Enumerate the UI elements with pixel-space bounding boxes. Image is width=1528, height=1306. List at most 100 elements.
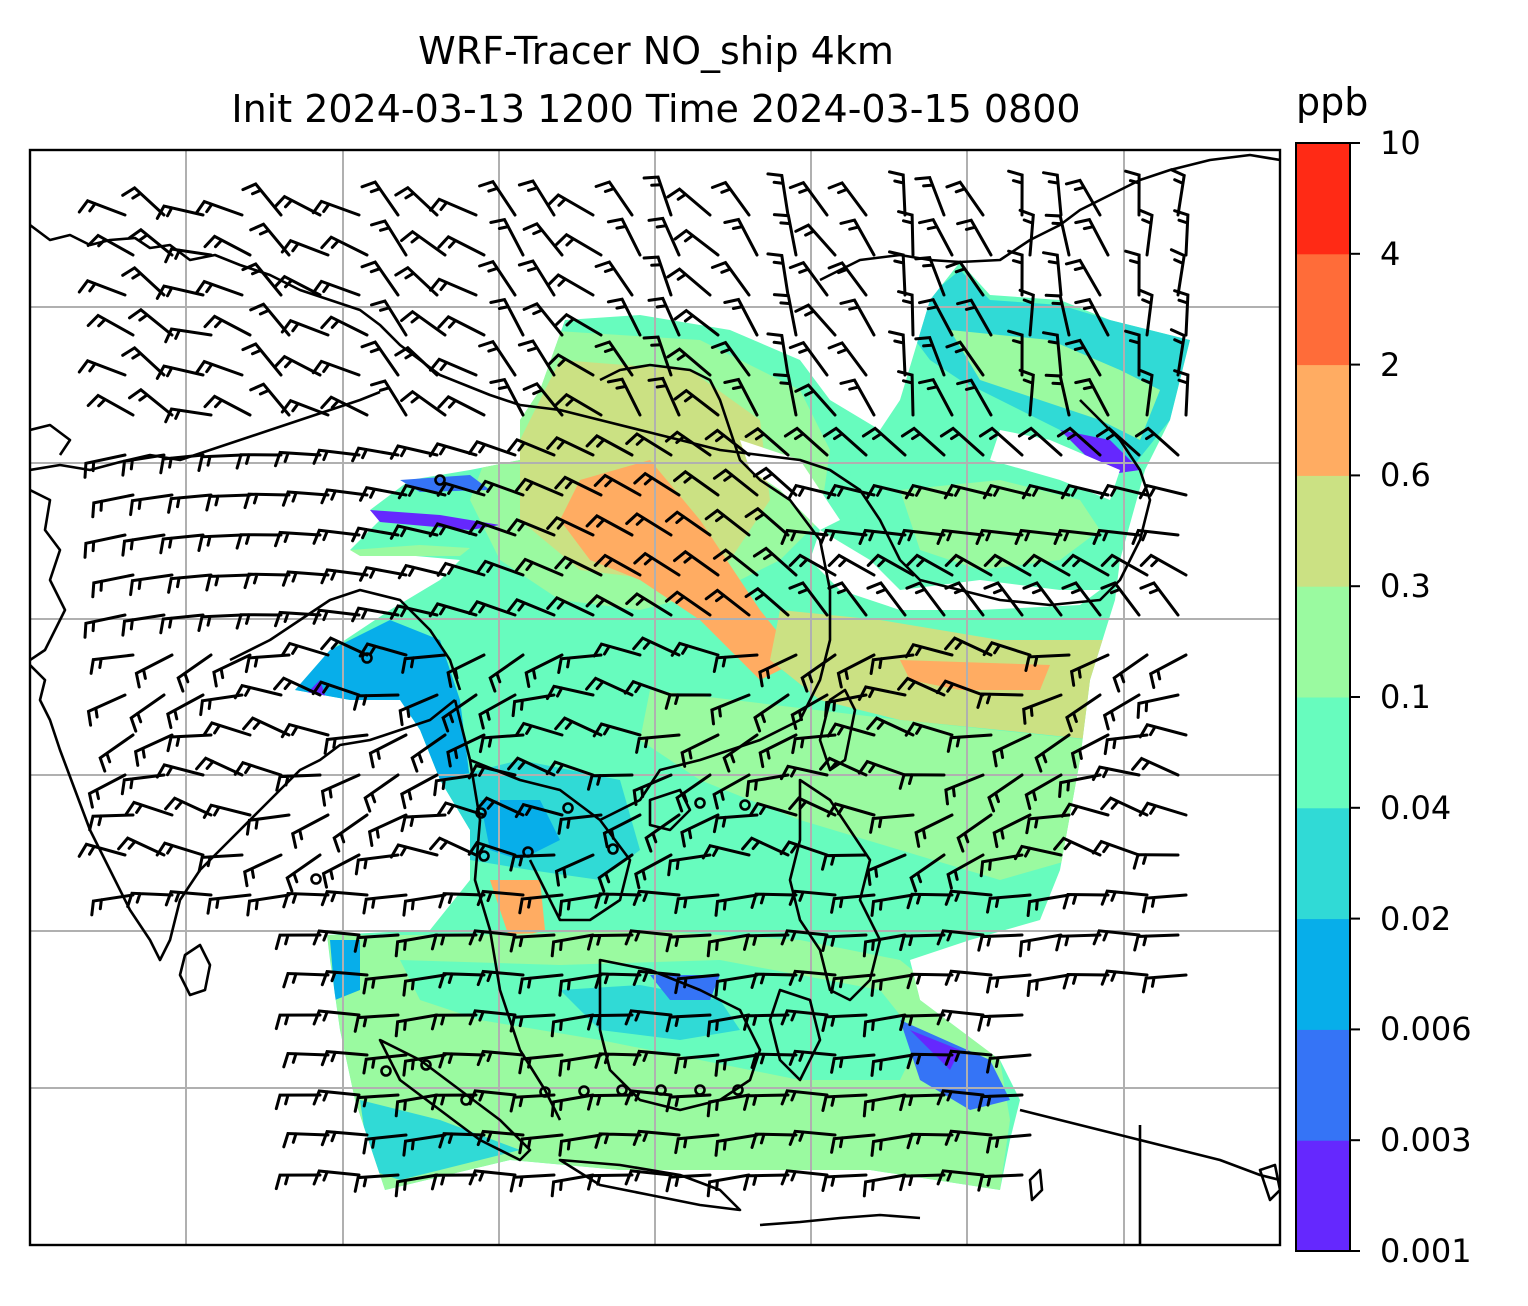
- wind-barb: [555, 392, 603, 417]
- wind-barb: [935, 679, 985, 697]
- wind-barb: [944, 889, 993, 906]
- wind-barb: [233, 683, 283, 700]
- wind-barb: [235, 533, 283, 550]
- wind-barb: [780, 1169, 829, 1186]
- wind-barb: [766, 332, 790, 377]
- wind-barb: [353, 933, 400, 953]
- wind-barb: [121, 453, 166, 477]
- wind-barb: [475, 479, 525, 497]
- wind-barb: [888, 250, 907, 297]
- wind-barb: [712, 813, 759, 834]
- wind-barb: [120, 773, 166, 796]
- wind-barb: [866, 581, 907, 617]
- colorbar-tick-label: 0.003: [1380, 1121, 1472, 1160]
- wind-barb: [858, 528, 907, 545]
- colorbar-segment: [1296, 253, 1350, 366]
- wind-barb: [437, 235, 486, 257]
- colorbar: [1295, 142, 1360, 1252]
- wind-barb: [1061, 581, 1102, 617]
- wind-barb: [430, 1013, 478, 1031]
- wind-barb: [194, 199, 244, 217]
- wind-barb: [712, 653, 759, 673]
- coastline-path: [1019, 1108, 1280, 1182]
- wind-barb: [402, 893, 447, 917]
- wind-barb: [202, 721, 252, 737]
- field-gap: [990, 430, 1120, 500]
- wind-barb: [906, 972, 954, 990]
- wind-barb: [1064, 338, 1102, 377]
- wind-barb: [827, 181, 868, 217]
- wind-barb: [550, 1093, 595, 1118]
- wind-barb: [1112, 653, 1149, 693]
- wind-barb: [1095, 426, 1141, 457]
- wind-barb: [117, 836, 166, 857]
- wind-barb: [956, 298, 993, 337]
- wind-barb: [821, 1013, 868, 1032]
- wind-barb: [1100, 581, 1141, 617]
- wind-barb: [410, 733, 447, 773]
- wind-barb: [1034, 733, 1071, 773]
- wind-barb: [827, 581, 868, 617]
- wind-barb: [320, 395, 369, 417]
- wind-barb: [750, 972, 798, 989]
- wind-barb: [666, 267, 712, 297]
- wind-barb: [741, 836, 790, 857]
- wind-barb: [772, 213, 798, 257]
- wind-barb: [704, 588, 751, 617]
- wind-barb: [794, 223, 837, 257]
- wind-barb: [86, 693, 127, 727]
- wind-barb: [714, 893, 759, 917]
- wind-barb: [274, 1013, 322, 1031]
- wind-barb: [1007, 249, 1024, 297]
- wind-barb: [280, 641, 330, 657]
- wind-barb: [945, 340, 985, 377]
- wind-barb: [706, 1093, 751, 1118]
- wind-barb: [642, 335, 673, 377]
- wind-barb: [129, 693, 166, 733]
- wind-barb: [592, 642, 642, 658]
- wind-barb: [121, 346, 166, 377]
- wind-barb: [839, 298, 876, 337]
- wind-barb: [280, 318, 330, 337]
- wind-barb: [788, 969, 837, 986]
- wind-barb: [714, 1133, 759, 1157]
- wind-barb: [904, 642, 954, 659]
- field-streak: [370, 510, 500, 530]
- wind-barb: [274, 1093, 322, 1111]
- wind-barb: [244, 653, 291, 674]
- wind-barb: [644, 813, 681, 853]
- wind-barb: [710, 693, 751, 726]
- wind-barb: [977, 1093, 1024, 1112]
- wind-barb: [897, 370, 915, 417]
- wind-barb: [273, 194, 322, 217]
- colorbar-unit-label: ppb: [1296, 80, 1369, 124]
- wind-barb: [936, 528, 985, 545]
- wind-barb: [367, 813, 408, 847]
- wind-barb: [748, 801, 798, 817]
- wind-barb: [368, 733, 408, 769]
- wind-barb: [360, 260, 400, 297]
- wind-barb: [680, 733, 720, 768]
- wind-barb: [976, 692, 1024, 709]
- wind-barb: [360, 180, 400, 217]
- wind-barb: [905, 581, 946, 617]
- wind-barb: [441, 693, 478, 733]
- wind-barb: [245, 813, 291, 836]
- colorbar-tick-label: 10: [1380, 124, 1421, 162]
- wind-barb: [1018, 208, 1035, 257]
- wind-barb: [206, 893, 252, 915]
- calm-wind-marker: [739, 799, 751, 811]
- wind-barb: [945, 180, 985, 217]
- wind-barb: [869, 813, 915, 834]
- wind-barb: [826, 802, 876, 818]
- wind-barb: [587, 1013, 634, 1031]
- wind-barb: [467, 763, 517, 780]
- wind-barb: [1044, 373, 1071, 417]
- wind-barb: [906, 892, 954, 910]
- wind-barb: [476, 1129, 525, 1147]
- wind-barb: [674, 1053, 720, 1075]
- wind-barb: [274, 610, 322, 628]
- wind-barb: [311, 359, 361, 377]
- wind-barb: [956, 378, 993, 417]
- wind-barb: [164, 327, 213, 344]
